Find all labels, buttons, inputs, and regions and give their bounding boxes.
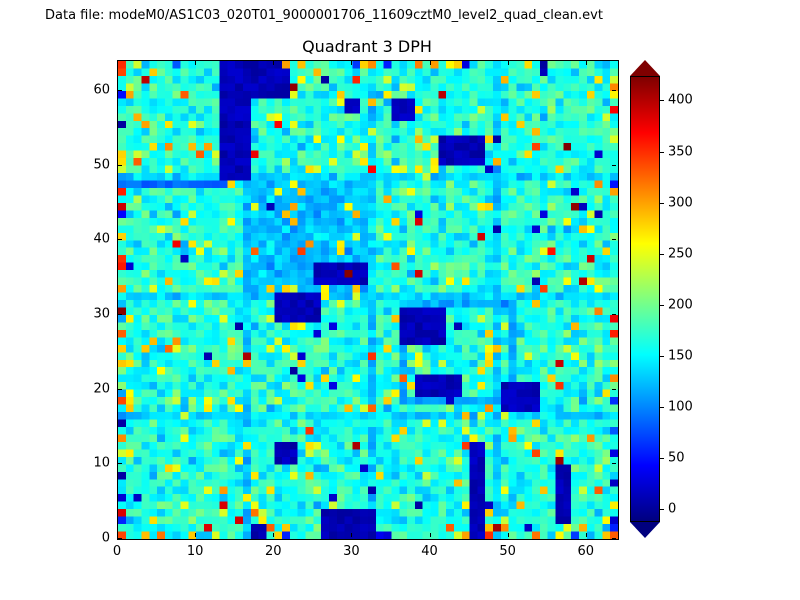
y-tick-mark-right — [612, 89, 616, 91]
y-tick-mark — [118, 538, 122, 539]
y-tick-mark — [118, 239, 122, 241]
colorbar-arrow-top — [630, 60, 660, 76]
x-tick-label: 0 — [112, 544, 122, 559]
x-tick-label: 60 — [577, 544, 595, 559]
y-tick-label: 60 — [93, 82, 110, 98]
colorbar-tick-mark — [660, 457, 664, 459]
y-tick-label: 40 — [93, 231, 110, 247]
y-tick-mark-right — [612, 388, 616, 390]
colorbar-tick-label: 350 — [668, 144, 693, 160]
plot-frame — [117, 60, 619, 540]
data-file-label: Data file: modeM0/AS1C03_020T01_90000017… — [45, 8, 603, 23]
x-tick-label: 20 — [264, 544, 282, 559]
y-tick-label: 10 — [93, 455, 110, 471]
x-tick-mark — [351, 533, 353, 537]
chart-title: Quadrant 3 DPH — [302, 37, 432, 56]
y-tick-label: 20 — [93, 381, 110, 397]
y-tick-label: 50 — [93, 157, 110, 173]
heatmap-canvas — [118, 61, 618, 539]
x-tick-label: 40 — [421, 544, 438, 559]
x-tick-mark-top — [585, 61, 587, 65]
colorbar-tick-label: 50 — [668, 450, 685, 466]
colorbar — [630, 76, 660, 522]
x-tick-mark — [585, 533, 587, 537]
x-tick-mark-top — [195, 61, 197, 65]
y-tick-mark-right — [612, 239, 616, 241]
x-tick-mark — [429, 533, 431, 537]
colorbar-tick-mark — [660, 406, 664, 408]
x-tick-mark-top — [429, 61, 431, 65]
x-tick-mark — [195, 533, 197, 537]
x-tick-label: 50 — [499, 544, 516, 559]
y-tick-mark-right — [612, 164, 616, 166]
colorbar-tick-mark — [660, 202, 664, 204]
x-tick-mark-top — [507, 61, 509, 65]
x-tick-mark — [507, 533, 509, 537]
y-tick-mark — [118, 89, 122, 91]
x-tick-mark-top — [117, 61, 118, 65]
y-tick-label: 0 — [101, 530, 110, 546]
y-tick-mark-right — [612, 313, 616, 315]
colorbar-arrow-bottom — [630, 522, 660, 538]
x-tick-label: 10 — [186, 544, 204, 559]
colorbar-tick-label: 300 — [668, 195, 693, 211]
colorbar-tick-label: 100 — [668, 399, 693, 415]
x-tick-mark — [273, 533, 275, 537]
colorbar-tick-mark — [660, 508, 664, 510]
y-tick-mark — [118, 463, 122, 465]
y-tick-mark — [118, 164, 122, 166]
y-tick-mark-right — [612, 538, 616, 539]
colorbar-tick-label: 250 — [668, 246, 693, 262]
y-tick-mark — [118, 388, 122, 390]
y-tick-mark — [118, 313, 122, 315]
colorbar-tick-mark — [660, 253, 664, 255]
colorbar-tick-mark — [660, 355, 664, 357]
colorbar-tick-label: 400 — [668, 92, 693, 108]
x-tick-mark — [117, 533, 118, 537]
x-tick-label: 30 — [343, 544, 360, 559]
y-tick-mark-right — [612, 463, 616, 465]
colorbar-tick-label: 0 — [668, 501, 677, 517]
colorbar-tick-label: 200 — [668, 297, 693, 313]
colorbar-tick-mark — [660, 304, 664, 306]
x-tick-mark-top — [273, 61, 275, 65]
y-tick-label: 30 — [93, 306, 110, 322]
colorbar-tick-mark — [660, 100, 664, 102]
colorbar-tick-mark — [660, 151, 664, 153]
colorbar-tick-label: 150 — [668, 348, 693, 364]
x-tick-mark-top — [351, 61, 353, 65]
